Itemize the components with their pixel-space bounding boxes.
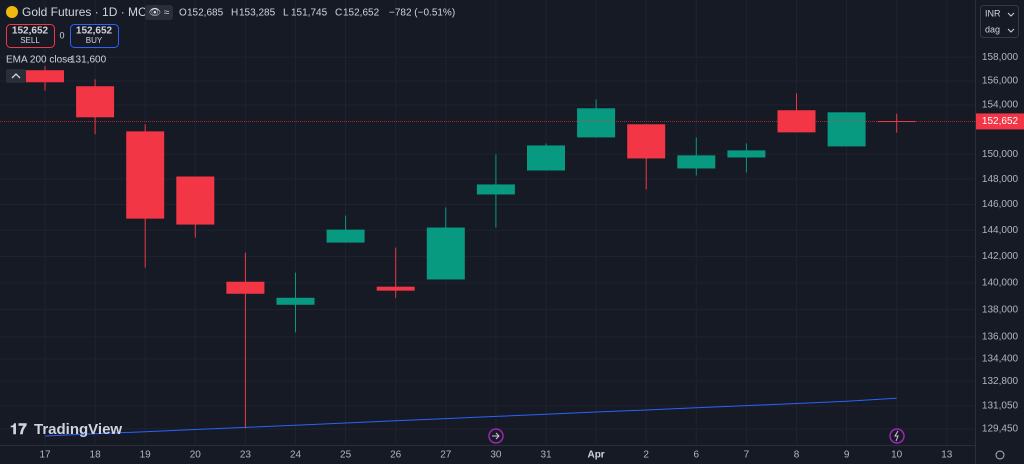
event-icon-glyph — [894, 430, 899, 442]
dropdown-icons — [1007, 12, 1015, 33]
y-tick-label: 136,000 — [982, 332, 1019, 343]
candle-body — [226, 281, 265, 294]
y-tick-label: 129,450 — [982, 424, 1019, 435]
event-icon[interactable] — [889, 428, 905, 444]
candle-body — [126, 131, 165, 219]
buy-label: BUY — [86, 36, 103, 45]
x-tick-label: 20 — [190, 450, 202, 461]
candle-body — [677, 155, 716, 169]
ema-line — [44, 397, 897, 437]
unit: dag — [985, 24, 1000, 34]
plot — [0, 66, 975, 437]
x-tick-label: 2 — [643, 450, 649, 461]
y-tick-label: 146,000 — [982, 199, 1019, 210]
candle-body — [527, 145, 565, 171]
x-tick-label: 17 — [39, 450, 51, 461]
event-icon[interactable] — [488, 428, 504, 444]
y-tick-label: 148,000 — [982, 174, 1019, 185]
candle-body — [376, 286, 415, 291]
event-icon-glyph — [492, 432, 500, 440]
symbol: Gold Futures · 1D · MCX — [22, 5, 155, 19]
sell-label: SELL — [20, 36, 40, 45]
ohlc-legend: O 152,685 H 153,285 L 151,745 C 152,652 −782 (−0… — [179, 8, 455, 19]
x-tick-label: Apr — [587, 450, 604, 461]
axes: 158,000 156,000 154,000 150,000 148,000 146,0… — [39, 52, 1024, 461]
ohlc-key: C — [335, 8, 342, 19]
toggle-button[interactable] — [145, 5, 173, 20]
x-tick-label: 8 — [794, 450, 800, 461]
y-tick-label: 134,400 — [982, 354, 1019, 365]
indicator-value: 131,600 — [70, 55, 107, 66]
ohlc-key: L — [283, 8, 289, 19]
settings-icon[interactable] — [995, 450, 1005, 460]
y-tick-label: 144,000 — [982, 225, 1019, 236]
sell-button[interactable] — [6, 24, 55, 48]
y-tick-label: 131,050 — [982, 401, 1019, 412]
candle-body — [426, 227, 465, 280]
x-tick-label: 31 — [540, 450, 552, 461]
spread: 0 — [59, 30, 64, 40]
x-tick-label: 10 — [891, 450, 903, 461]
x-tick-label: 13 — [941, 450, 953, 461]
x-tick-label: 27 — [440, 450, 452, 461]
ohlc-value: 152,685 — [187, 8, 224, 19]
y-tick-label: 156,000 — [982, 76, 1019, 87]
ohlc-value: 151,745 — [291, 8, 328, 19]
price-tag-bg — [976, 113, 1024, 130]
currency: INR — [985, 8, 1001, 18]
symbol-icon — [6, 6, 18, 18]
x-tick-label: 30 — [490, 450, 502, 461]
x-tick-label: 7 — [744, 450, 750, 461]
candle-body — [577, 108, 616, 138]
price-tag: 152,652 — [982, 116, 1019, 127]
collapse-button[interactable] — [6, 69, 26, 83]
candle-body — [476, 184, 515, 195]
candle-body — [627, 124, 666, 159]
y-tick-label: 154,000 — [982, 100, 1019, 111]
collapse-icon — [11, 73, 21, 79]
candle-body — [76, 86, 115, 118]
x-tick-label: 9 — [844, 450, 850, 461]
brand: TradingView — [34, 421, 122, 438]
x-tick-label: 24 — [290, 450, 302, 461]
y-tick-label: 158,000 — [982, 52, 1019, 63]
buy-price: 152,652 — [76, 26, 113, 37]
y-tick-label: 132,800 — [982, 376, 1019, 387]
sell-price: 152,652 — [12, 26, 49, 37]
y-tick-label: 138,000 — [982, 304, 1019, 315]
candle-body — [827, 112, 866, 147]
ohlc-value: 152,652 — [343, 8, 380, 19]
x-tick-label: 25 — [340, 450, 352, 461]
y-tick-label: 142,000 — [982, 251, 1019, 262]
ohlc-key: H — [231, 8, 238, 19]
x-tick-label: 18 — [90, 450, 102, 461]
brand-logo: 𝟏𝟕 — [10, 421, 27, 438]
ohlc-key: O — [179, 8, 187, 19]
ohlc-value: 153,285 — [239, 8, 276, 19]
candle-body — [26, 70, 64, 83]
change: −782 (−0.51%) — [389, 8, 455, 19]
x-tick-label: 19 — [140, 450, 152, 461]
candle-body — [326, 229, 365, 243]
indicator-name: EMA 200 close — [6, 55, 73, 66]
candle-body — [176, 176, 215, 225]
candle-body — [727, 150, 766, 158]
x-tick-label: 26 — [390, 450, 402, 461]
x-tick-label: 23 — [240, 450, 252, 461]
y-tick-label: 150,000 — [982, 149, 1019, 160]
toggle-icon: 👁 ≈ — [149, 8, 170, 19]
y-tick-label: 140,000 — [982, 277, 1019, 288]
buy-button[interactable] — [70, 24, 119, 48]
candle-body — [276, 297, 315, 305]
x-tick-label: 6 — [694, 450, 700, 461]
